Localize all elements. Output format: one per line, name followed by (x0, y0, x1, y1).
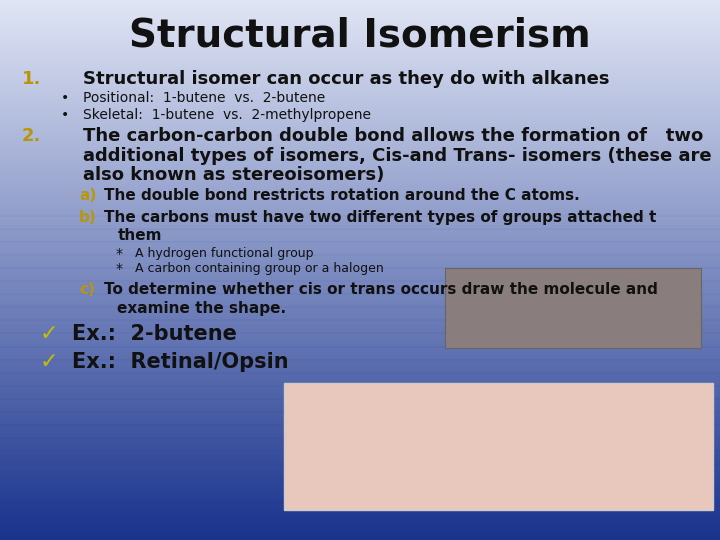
Text: A carbon containing group or a halogen: A carbon containing group or a halogen (135, 262, 384, 275)
Text: •: • (61, 108, 69, 122)
Text: c): c) (79, 282, 95, 297)
Text: •: • (61, 91, 69, 105)
Text: b): b) (79, 210, 97, 225)
Bar (284, 383, 713, 510)
Text: Ex.:  2-butene: Ex.: 2-butene (72, 324, 237, 344)
Text: ✓: ✓ (40, 352, 58, 372)
Text: *: * (115, 247, 122, 261)
Text: also known as stereoisomers): also known as stereoisomers) (83, 166, 384, 184)
Text: To determine whether cis or trans occurs draw the molecule and: To determine whether cis or trans occurs… (104, 282, 658, 297)
Text: them: them (117, 228, 162, 244)
Text: A hydrogen functional group: A hydrogen functional group (135, 247, 314, 260)
Text: a): a) (79, 188, 96, 203)
Text: Positional:  1-butene  vs.  2-butene: Positional: 1-butene vs. 2-butene (83, 91, 325, 105)
Bar (445, 268, 701, 348)
Text: Structural Isomerism: Structural Isomerism (129, 16, 591, 54)
Text: examine the shape.: examine the shape. (117, 301, 287, 316)
Text: ✓: ✓ (40, 324, 58, 344)
Text: 1.: 1. (22, 70, 41, 88)
Text: Ex.:  Retinal/Opsin: Ex.: Retinal/Opsin (72, 352, 289, 372)
Text: 2.: 2. (22, 127, 41, 145)
Text: Skeletal:  1-butene  vs.  2-methylpropene: Skeletal: 1-butene vs. 2-methylpropene (83, 108, 371, 122)
Text: The double bond restricts rotation around the C atoms.: The double bond restricts rotation aroun… (104, 188, 580, 203)
Text: *: * (115, 262, 122, 276)
Text: The carbon-carbon double bond allows the formation of   two: The carbon-carbon double bond allows the… (83, 127, 703, 145)
Text: The carbons must have two different types of groups attached t: The carbons must have two different type… (104, 210, 657, 225)
Text: Structural isomer can occur as they do with alkanes: Structural isomer can occur as they do w… (83, 70, 609, 88)
Text: additional types of isomers, Cis-and Trans- isomers (these are: additional types of isomers, Cis-and Tra… (83, 147, 711, 165)
